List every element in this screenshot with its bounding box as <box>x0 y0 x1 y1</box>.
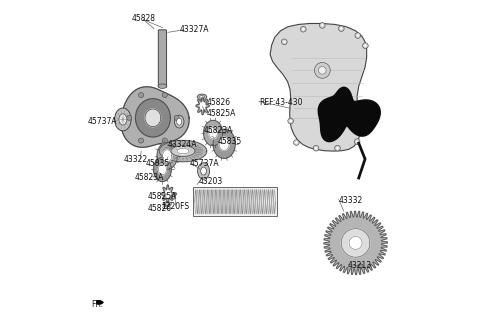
Text: 45823A: 45823A <box>204 126 233 135</box>
Ellipse shape <box>200 95 204 98</box>
Circle shape <box>336 147 339 149</box>
Circle shape <box>302 28 305 31</box>
Text: 43213: 43213 <box>348 260 372 270</box>
Circle shape <box>127 115 132 121</box>
Circle shape <box>139 138 144 143</box>
Circle shape <box>288 118 293 124</box>
Circle shape <box>162 138 168 143</box>
Circle shape <box>363 120 366 122</box>
Ellipse shape <box>201 167 206 175</box>
Ellipse shape <box>198 163 210 179</box>
Ellipse shape <box>197 94 207 100</box>
Polygon shape <box>163 150 172 162</box>
Ellipse shape <box>173 193 177 195</box>
Text: 43322: 43322 <box>123 155 147 163</box>
Ellipse shape <box>119 114 127 125</box>
Polygon shape <box>318 87 380 142</box>
Polygon shape <box>165 190 170 197</box>
Circle shape <box>295 141 298 144</box>
Ellipse shape <box>158 84 167 88</box>
Circle shape <box>362 43 368 49</box>
Circle shape <box>139 93 144 98</box>
Circle shape <box>174 115 179 121</box>
Polygon shape <box>177 149 189 154</box>
Polygon shape <box>145 109 161 127</box>
Circle shape <box>361 118 367 124</box>
Text: 45828: 45828 <box>132 14 156 23</box>
Circle shape <box>289 120 292 122</box>
Text: 45823A: 45823A <box>135 174 165 183</box>
Polygon shape <box>200 102 205 109</box>
Ellipse shape <box>358 264 363 268</box>
Polygon shape <box>161 185 174 203</box>
Polygon shape <box>196 97 209 115</box>
Text: 43327A: 43327A <box>180 25 209 34</box>
Circle shape <box>335 145 340 151</box>
Text: 45826: 45826 <box>207 98 231 107</box>
Circle shape <box>300 26 306 32</box>
Circle shape <box>355 33 360 38</box>
Text: 45737A: 45737A <box>189 159 219 168</box>
Text: 43203: 43203 <box>199 177 223 186</box>
Ellipse shape <box>165 203 169 205</box>
Circle shape <box>354 139 360 144</box>
Circle shape <box>356 140 359 143</box>
Polygon shape <box>270 24 367 151</box>
Text: FR.: FR. <box>91 300 103 308</box>
Text: 1220FS: 1220FS <box>161 202 189 211</box>
Circle shape <box>320 23 325 28</box>
Circle shape <box>313 145 319 151</box>
Text: 45737A: 45737A <box>87 116 117 126</box>
Circle shape <box>319 66 326 74</box>
FancyBboxPatch shape <box>193 188 277 216</box>
Circle shape <box>283 41 286 43</box>
Text: 45825A: 45825A <box>207 108 236 118</box>
Circle shape <box>321 24 324 27</box>
Polygon shape <box>159 141 207 162</box>
Polygon shape <box>213 129 235 158</box>
Circle shape <box>293 140 299 145</box>
Polygon shape <box>219 137 229 150</box>
FancyBboxPatch shape <box>158 30 167 87</box>
Text: 43324A: 43324A <box>167 140 197 149</box>
Text: 45825A: 45825A <box>148 192 177 202</box>
Polygon shape <box>135 99 170 137</box>
Polygon shape <box>349 236 362 249</box>
Circle shape <box>281 39 287 45</box>
Polygon shape <box>97 301 103 304</box>
Text: 45835: 45835 <box>145 159 170 168</box>
Polygon shape <box>204 121 223 146</box>
Ellipse shape <box>177 118 182 125</box>
Circle shape <box>364 45 367 47</box>
Polygon shape <box>158 164 167 175</box>
Text: REF:43-430: REF:43-430 <box>259 98 302 107</box>
Polygon shape <box>209 127 217 139</box>
Polygon shape <box>171 146 195 156</box>
Circle shape <box>314 62 330 78</box>
Polygon shape <box>154 157 171 182</box>
Ellipse shape <box>163 202 171 206</box>
Circle shape <box>162 93 168 98</box>
Polygon shape <box>341 229 370 257</box>
Polygon shape <box>157 142 177 169</box>
Ellipse shape <box>174 115 184 128</box>
Polygon shape <box>324 211 387 274</box>
Ellipse shape <box>115 108 131 131</box>
Text: 45826: 45826 <box>147 204 171 212</box>
Text: 43332: 43332 <box>338 196 362 205</box>
Circle shape <box>315 147 317 149</box>
Circle shape <box>340 27 343 30</box>
Polygon shape <box>121 87 189 147</box>
Circle shape <box>357 34 359 37</box>
Text: 45835: 45835 <box>218 137 242 146</box>
Circle shape <box>338 26 344 31</box>
